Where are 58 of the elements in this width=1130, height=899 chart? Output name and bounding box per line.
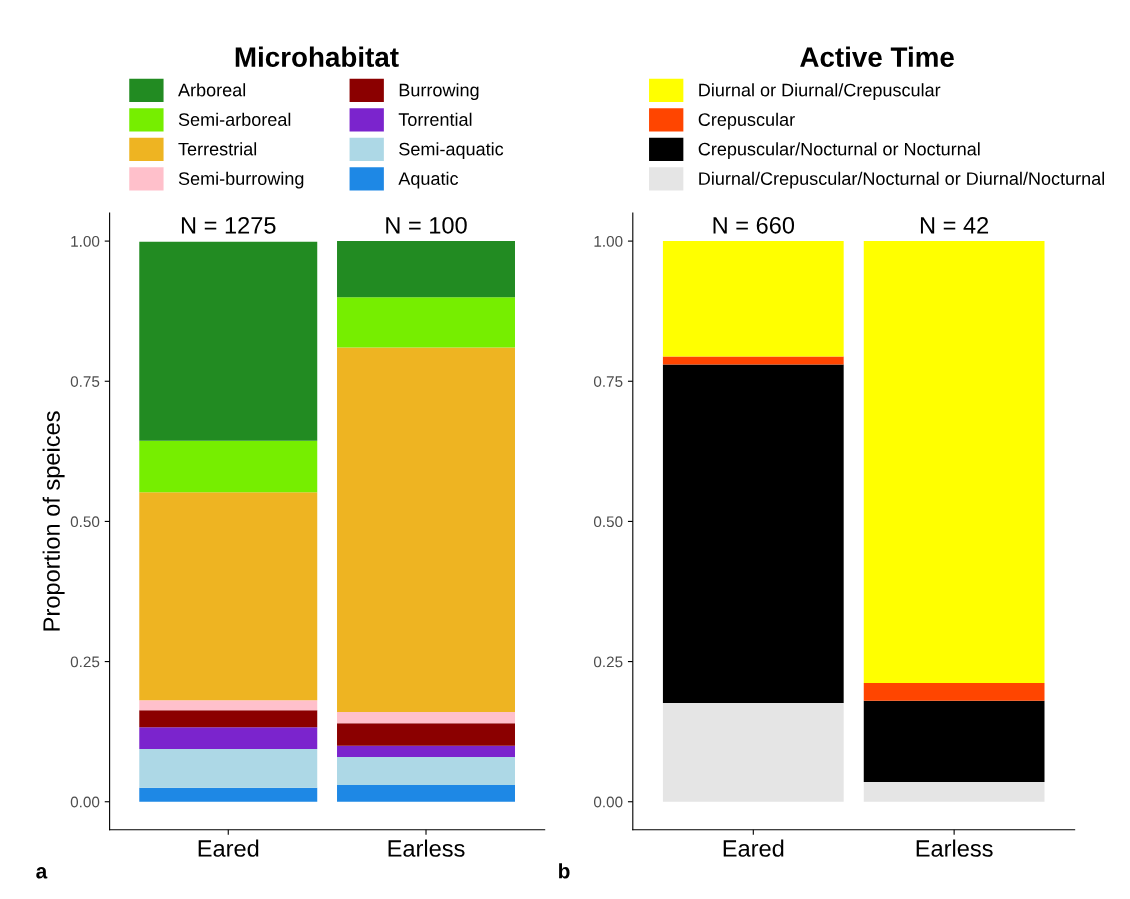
- bar: [139, 241, 318, 441]
- bar: [139, 749, 318, 788]
- legend-title: Active Time: [800, 46, 954, 67]
- legend-label: Torrential: [398, 112, 472, 126]
- y-tick-label: 0.00: [593, 796, 623, 808]
- bar: [337, 297, 515, 348]
- legend-label: Semi-aquatic: [399, 142, 504, 160]
- legend-label: Semi-burrowing: [178, 171, 304, 189]
- bar: [337, 784, 515, 802]
- y-tick-label: 0.00: [70, 796, 100, 808]
- bar: [662, 703, 844, 802]
- bar: [337, 756, 515, 785]
- bar: [863, 682, 1045, 701]
- y-tick-label: 0.25: [70, 656, 100, 668]
- x-tick-label: Earless: [388, 839, 465, 857]
- y-tick-label: 1.00: [71, 235, 100, 247]
- bar: [139, 440, 318, 493]
- x-tick-label: Eared: [198, 839, 259, 857]
- y-axis-title: Proportion of speices: [42, 411, 65, 631]
- annotation: N = 1275: [181, 216, 276, 234]
- bar: [863, 782, 1045, 802]
- bar: [337, 723, 515, 746]
- x-tick-label: Eared: [723, 839, 784, 857]
- legend-label: Burrowing: [399, 83, 479, 101]
- bar: [337, 745, 515, 757]
- bar: [139, 727, 318, 750]
- annotation: N = 660: [713, 216, 795, 234]
- bar: [139, 700, 318, 711]
- y-tick-label: 0.50: [593, 516, 623, 528]
- y-tick-label: 0.25: [593, 656, 623, 668]
- x-tick-label: Earless: [916, 839, 993, 857]
- y-tick-label: 0.75: [70, 376, 100, 387]
- annotation: N = 42: [920, 216, 989, 234]
- text: a: [36, 867, 48, 879]
- legend-label: Crepuscular/Nocturnal or Nocturnal: [698, 142, 980, 160]
- bar: [139, 710, 318, 728]
- bar: [139, 492, 318, 701]
- bar: [863, 700, 1045, 783]
- bar: [863, 241, 1045, 683]
- y-tick-label: 0.50: [70, 516, 100, 528]
- annotation: N = 100: [386, 216, 467, 234]
- bar: [139, 787, 318, 802]
- legend-title: Microhabitat: [235, 46, 399, 67]
- legend-label: Semi-arboreal: [178, 112, 291, 126]
- legend-label: Diurnal or Diurnal/Crepuscular: [699, 83, 941, 101]
- bar: [337, 347, 515, 713]
- y-tick-label: 1.00: [594, 235, 623, 247]
- bar: [337, 712, 515, 724]
- text: b: [559, 863, 570, 879]
- legend-label: Terrestrial: [178, 142, 257, 156]
- legend-label: Aquatic: [398, 171, 459, 189]
- bar: [662, 241, 844, 357]
- bar: [662, 364, 844, 704]
- y-tick-label: 0.75: [593, 376, 623, 387]
- bar: [337, 241, 515, 298]
- legend-label: Diurnal/Crepuscular/Nocturnal or Diurnal/Nocturnal: [699, 171, 1105, 189]
- legend-label: Arboreal: [178, 83, 246, 97]
- legend-label: Crepuscular: [698, 112, 795, 130]
